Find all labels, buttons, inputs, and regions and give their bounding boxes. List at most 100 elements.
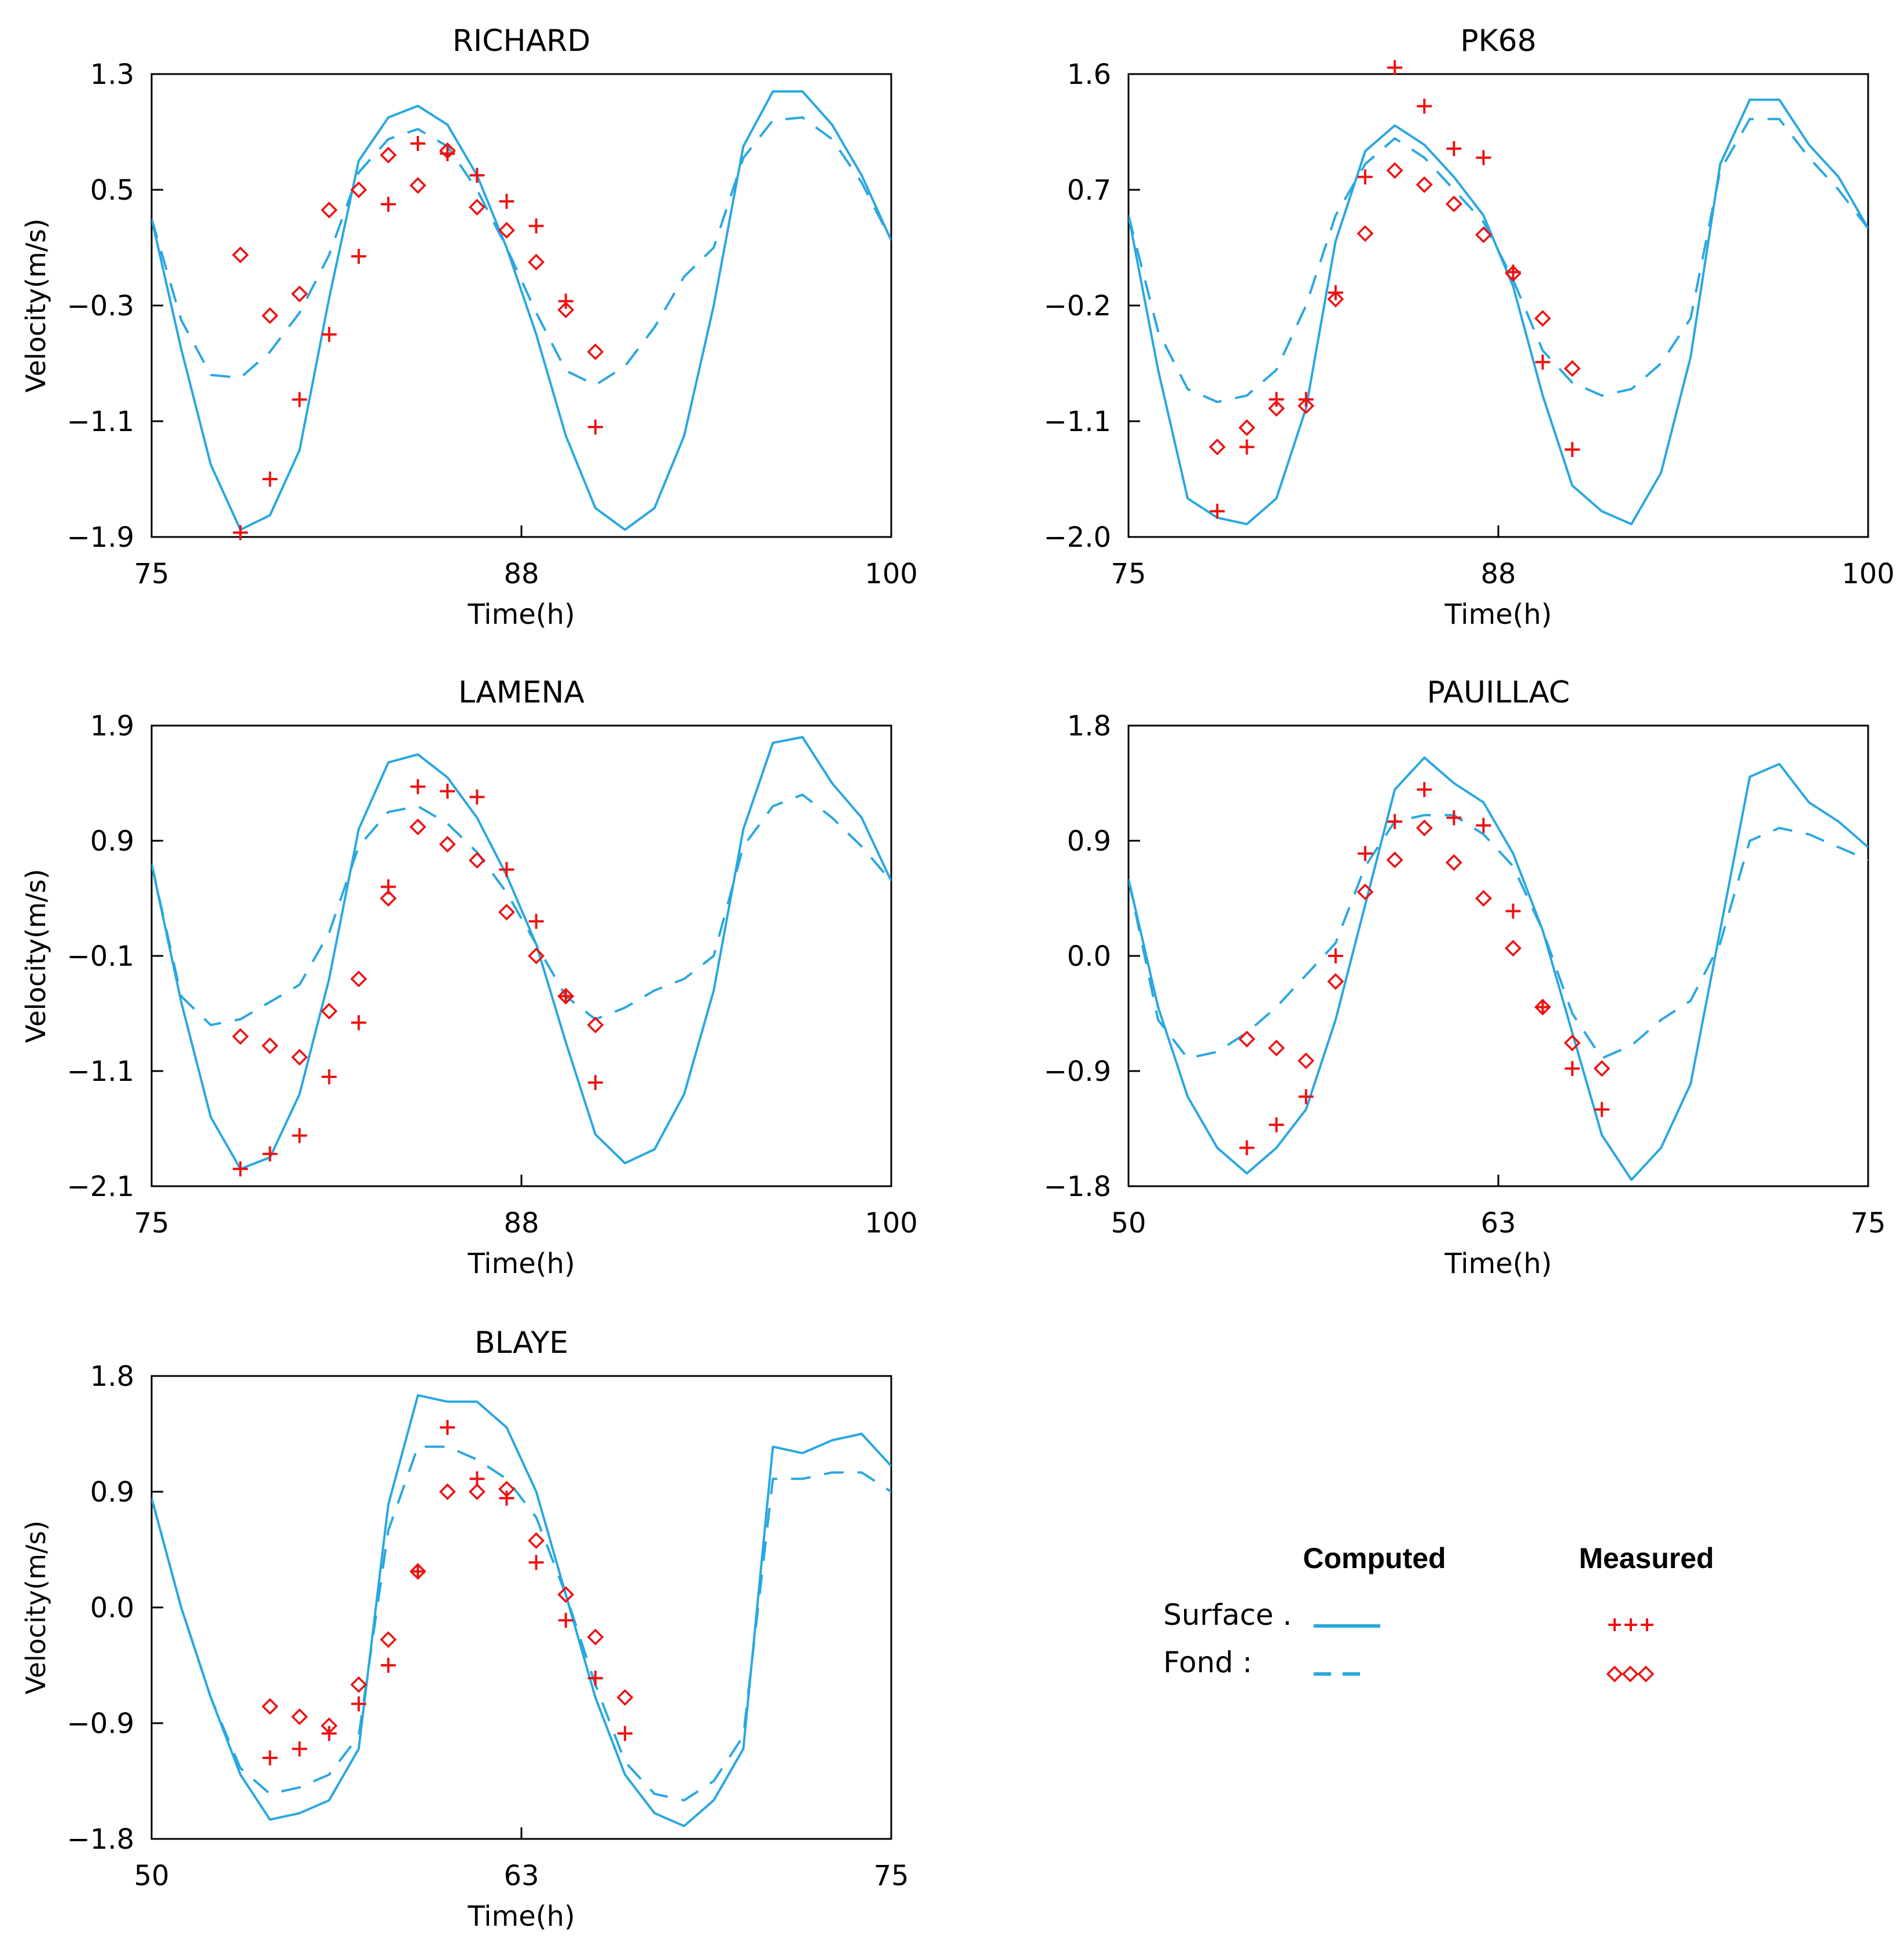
chart-pk68-measured-fond-point bbox=[1297, 397, 1315, 414]
chart-pk68-measured-surface-point bbox=[1476, 150, 1491, 165]
chart-richard-measured-surface-point bbox=[469, 168, 485, 183]
chart-blaye-measured-fond-point bbox=[350, 1676, 367, 1693]
chart-pauillac-measured-surface-point bbox=[1298, 1089, 1314, 1105]
chart-blaye-measured-fond-point bbox=[468, 1483, 486, 1500]
chart-lamena-ytick-label: −1.1 bbox=[67, 1055, 134, 1088]
chart-pk68-xtick-label: 75 bbox=[1111, 558, 1146, 590]
chart-pk68-computed-fond-line bbox=[1129, 117, 1868, 403]
chart-blaye-xtick-label: 63 bbox=[503, 1860, 539, 1892]
chart-lamena-measured-fond-point bbox=[439, 836, 456, 853]
chart-lamena-measured-fond-point bbox=[231, 1028, 249, 1045]
chart-richard-measured-fond-point bbox=[468, 198, 486, 216]
chart-pauillac-xtick-label: 63 bbox=[1480, 1207, 1516, 1239]
chart-richard-measured-fond-point bbox=[291, 285, 308, 303]
chart-pk68-computed-surface-line bbox=[1129, 98, 1868, 525]
chart-pk68-measured-fond-point bbox=[1534, 310, 1552, 327]
chart-pauillac-measured-surface-point bbox=[1269, 1117, 1284, 1132]
chart-blaye-measured-surface-point bbox=[587, 1671, 603, 1686]
chart-pk68-xtick-label: 88 bbox=[1480, 558, 1516, 590]
chart-lamena-title: LAMENA bbox=[458, 675, 585, 710]
chart-richard-measured-fond-point bbox=[350, 181, 367, 198]
chart-blaye-measured-surface-point bbox=[321, 1725, 337, 1741]
chart-lamena-measured-surface-point bbox=[499, 862, 514, 877]
legend-diamond-marker bbox=[1622, 1665, 1639, 1683]
chart-richard-measured-surface-point bbox=[233, 525, 248, 540]
chart-richard-title: RICHARD bbox=[453, 24, 591, 58]
chart-richard-measured-fond-point bbox=[409, 177, 427, 194]
chart-pk68-measured-fond-point bbox=[1327, 290, 1344, 308]
chart-pauillac-measured-surface-point bbox=[1239, 1140, 1255, 1156]
legend-measured-title: Measured bbox=[1579, 1542, 1714, 1574]
chart-pauillac-measured-fond-point bbox=[1297, 1052, 1315, 1069]
chart-blaye-ylabel: Velocity(m/s) bbox=[20, 1521, 52, 1695]
chart-blaye-measured-surface-point bbox=[558, 1613, 574, 1628]
chart-richard-measured-surface-point bbox=[440, 146, 455, 161]
chart-lamena-ytick-label: −0.1 bbox=[67, 940, 134, 973]
chart-pk68-measured-surface-point bbox=[1357, 169, 1373, 185]
chart-blaye-title: BLAYE bbox=[475, 1326, 568, 1360]
chart-pk68-measured-surface-point bbox=[1387, 60, 1403, 75]
chart-blaye-ytick-label: −0.9 bbox=[67, 1708, 134, 1740]
chart-pk68-measured-surface-point bbox=[1269, 392, 1284, 407]
chart-richard-ytick-label: −0.3 bbox=[67, 290, 134, 322]
chart-pk68-xtick-label: 100 bbox=[1841, 558, 1895, 590]
chart-lamena-xtick-label: 75 bbox=[134, 1207, 169, 1239]
chart-richard-measured-surface-point bbox=[292, 392, 307, 407]
chart-pauillac-xtick-label: 75 bbox=[1850, 1207, 1885, 1239]
chart-pk68-title: PK68 bbox=[1460, 24, 1537, 58]
chart-lamena-ytick-label: 1.9 bbox=[90, 710, 134, 742]
chart-richard-measured-fond-point bbox=[587, 343, 604, 360]
chart-pauillac-measured-fond-point bbox=[1593, 1060, 1611, 1077]
chart-pauillac-measured-fond-point bbox=[1416, 819, 1433, 837]
chart-pk68-measured bbox=[1208, 60, 1581, 519]
chart-blaye-measured-surface-point bbox=[469, 1471, 485, 1487]
chart-blaye-measured-surface-point bbox=[499, 1491, 514, 1506]
chart-richard-frame bbox=[150, 73, 892, 538]
chart-lamena-measured-fond-point bbox=[262, 1037, 278, 1054]
chart-pk68-measured-fond-point bbox=[1475, 226, 1492, 244]
chart-pauillac-measured-fond-point bbox=[1327, 973, 1344, 990]
chart-pauillac-measured-surface-point bbox=[1357, 846, 1373, 862]
chart-blaye-ytick-label: −1.8 bbox=[67, 1823, 134, 1856]
legend-diamond-markers bbox=[1606, 1665, 1655, 1683]
chart-blaye-measured-surface-point bbox=[380, 1658, 396, 1673]
chart-blaye-measured-surface-point bbox=[262, 1750, 278, 1765]
chart-pauillac-measured-surface-point bbox=[1417, 782, 1432, 797]
chart-pauillac-xtick-label: 50 bbox=[1111, 1207, 1146, 1239]
legend-diamond-marker bbox=[1606, 1665, 1623, 1683]
chart-richard-xtick-label: 100 bbox=[865, 558, 918, 590]
chart-blaye-measured-surface-point bbox=[410, 1563, 426, 1579]
chart-pk68-measured-fond-point bbox=[1238, 419, 1255, 436]
chart-lamena-frame bbox=[150, 724, 892, 1187]
chart-lamena-xtick-label: 88 bbox=[503, 1207, 539, 1239]
chart-lamena-measured-fond-point bbox=[468, 852, 486, 869]
chart-lamena-measured-surface-point bbox=[558, 988, 574, 1004]
chart-lamena-measured-surface-point bbox=[469, 789, 485, 805]
chart-lamena-measured-fond-point bbox=[587, 1016, 604, 1033]
chart-lamena-measured-fond-point bbox=[291, 1048, 308, 1066]
chart-richard-computed-fond-line bbox=[152, 116, 891, 387]
chart-richard-ytick-label: 1.3 bbox=[90, 58, 134, 91]
chart-pauillac: PAUILLAC 1.8 0.9 0.0 −0.9 −1.850 63 75 Time(h) Ve… bbox=[20, 675, 1886, 1280]
chart-blaye-measured-surface-point bbox=[351, 1696, 366, 1712]
chart-blaye-measured-fond-point bbox=[587, 1628, 604, 1646]
chart-pauillac-measured-surface-point bbox=[1446, 810, 1462, 826]
legend-diamond-marker bbox=[1637, 1665, 1655, 1683]
chart-pauillac-ytick-label: 0.0 bbox=[1067, 940, 1111, 973]
legend-plus-marker bbox=[1608, 1618, 1621, 1631]
chart-pauillac-measured-surface-point bbox=[1564, 1061, 1580, 1076]
chart-pauillac-measured-fond-point bbox=[1357, 883, 1374, 900]
chart-blaye-measured-fond-point bbox=[439, 1483, 456, 1500]
chart-pauillac-measured-fond-point bbox=[1268, 1039, 1285, 1057]
chart-richard-computed-surface-line bbox=[152, 90, 891, 531]
chart-pk68-ylabel: Velocity(m/s) bbox=[20, 219, 52, 393]
chart-blaye-ytick-label: 1.8 bbox=[90, 1360, 134, 1393]
chart-pauillac-frame bbox=[1127, 724, 1869, 1187]
chart-blaye-frame bbox=[150, 1375, 892, 1840]
chart-blaye-xtick-label: 50 bbox=[134, 1860, 169, 1892]
chart-blaye-measured-surface-point bbox=[440, 1419, 455, 1435]
chart-richard-measured-surface-point bbox=[351, 249, 366, 264]
chart-richard-measured-surface-point bbox=[587, 420, 603, 435]
chart-richard-measured-fond-point bbox=[528, 253, 545, 271]
chart-pauillac-computed-surface-line bbox=[1129, 756, 1868, 1181]
